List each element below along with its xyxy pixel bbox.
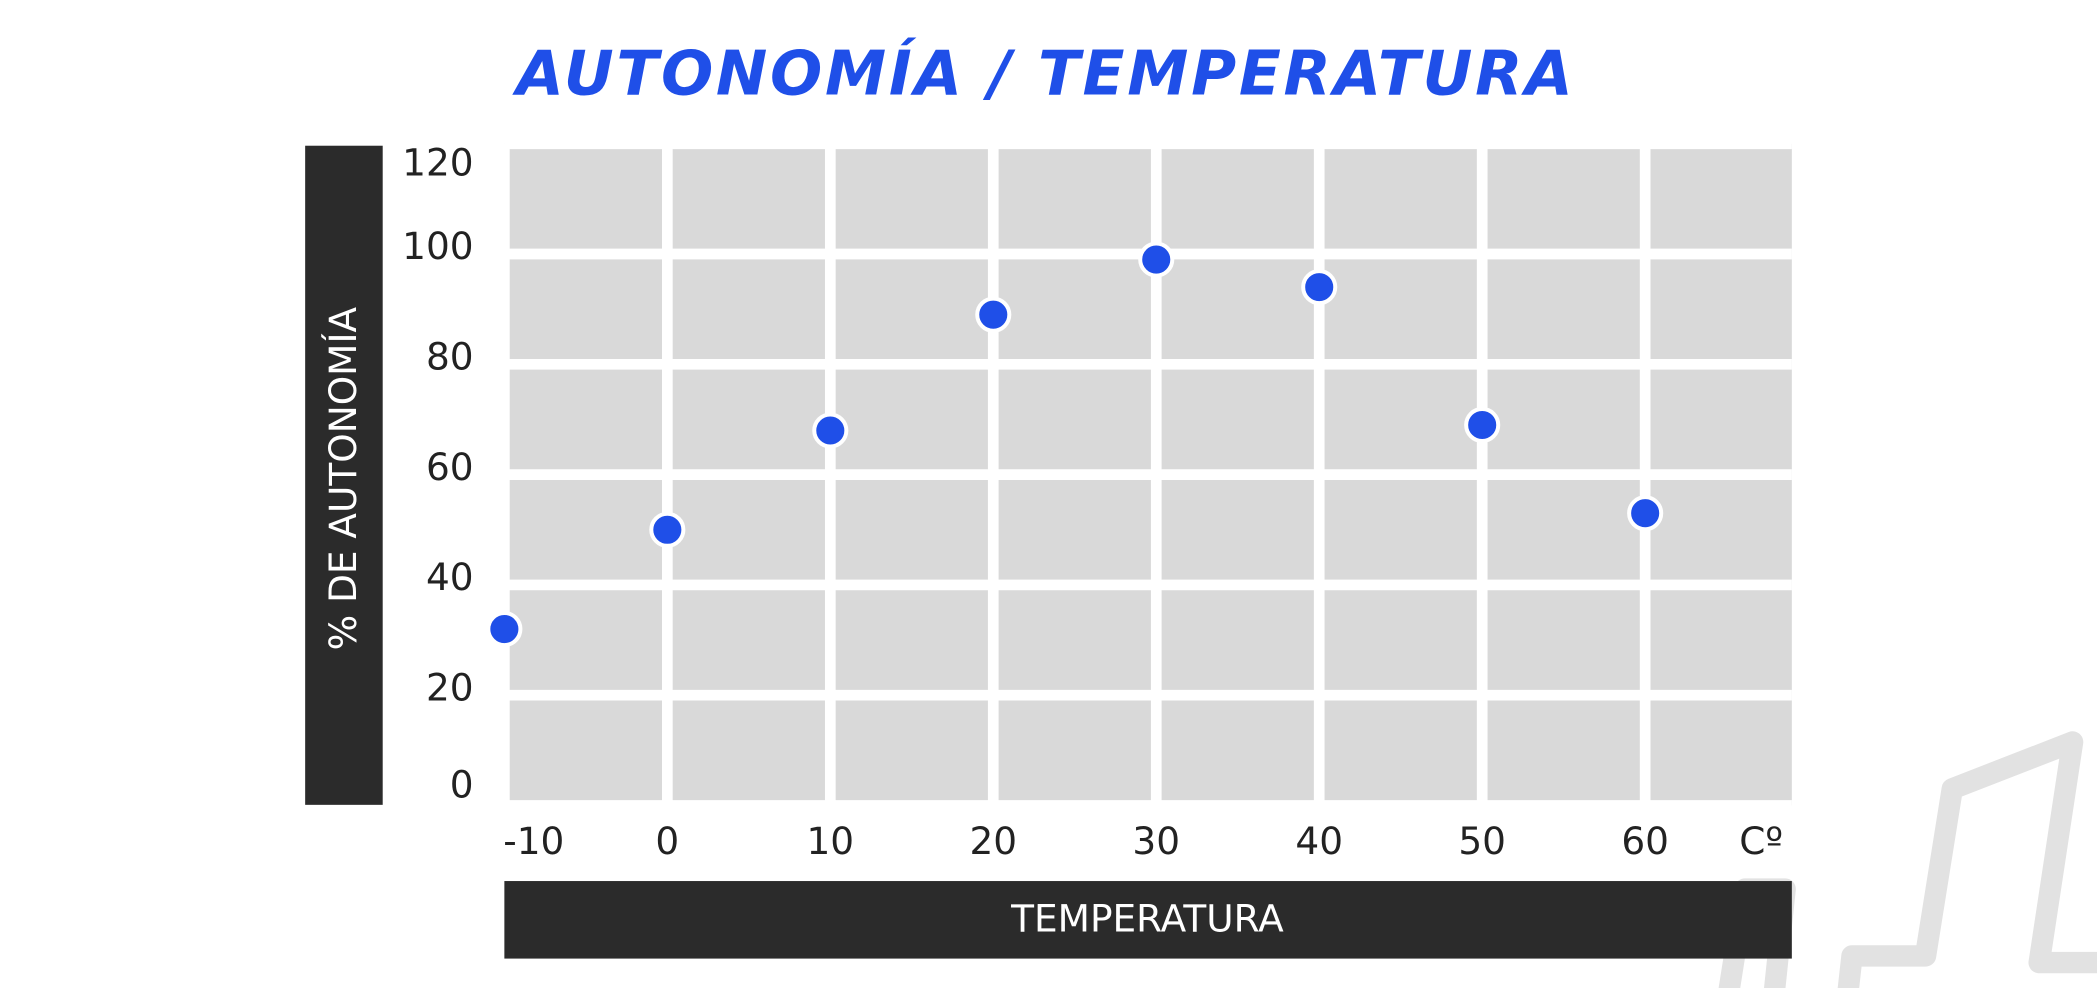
data-point [1138,241,1175,278]
chart-title: AUTONOMÍA / TEMPERATURA [512,37,1575,110]
x-tick-label: -10 [503,819,564,863]
x-tick-label: 50 [1458,819,1506,863]
data-point [649,511,686,548]
y-label-box [305,145,383,805]
x-unit-label: Cº [1739,819,1783,863]
data-point [812,412,849,449]
data-point [975,296,1012,333]
x-tick-label: 10 [806,819,854,863]
y-tick-label: 120 [402,141,473,185]
x-tick-label: 20 [969,819,1017,863]
x-tick-label: 40 [1295,819,1343,863]
x-tick-label: 30 [1132,819,1180,863]
x-label-box [504,881,1792,959]
data-point [486,610,523,648]
y-tick-label: 100 [402,224,473,268]
x-axis-label: TEMPERATURA [1010,897,1284,941]
y-axis-label: % DE AUTONOMÍA [321,306,365,650]
y-tick-label: 60 [426,445,474,489]
y-tick-label: 80 [426,334,474,378]
x-tick-label: 0 [655,819,679,863]
data-point [1627,495,1664,532]
data-point [1301,269,1338,306]
x-tick-label: 60 [1621,819,1669,863]
y-tick-label: 40 [426,555,474,599]
data-point [1464,406,1501,444]
y-tick-label: 0 [450,762,474,806]
y-tick-label: 20 [426,665,474,709]
